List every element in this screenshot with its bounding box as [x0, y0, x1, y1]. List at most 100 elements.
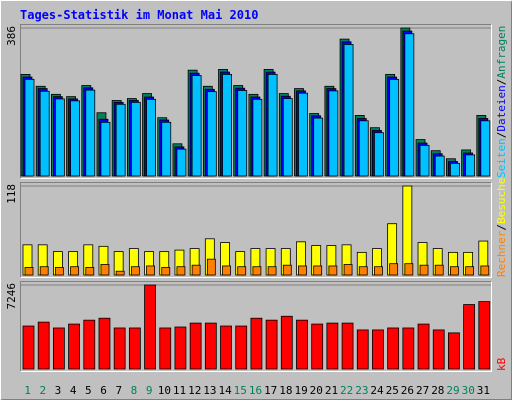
- x-tick-label: 26: [401, 384, 414, 397]
- y-tick-label: 386: [5, 26, 18, 46]
- legend: Seiten/Dateien/Anfragen: [495, 26, 508, 178]
- bar: [326, 322, 339, 370]
- bar: [174, 326, 187, 370]
- bar: [206, 258, 216, 276]
- bar: [358, 266, 368, 276]
- x-tick-label: 18: [279, 384, 292, 397]
- bar: [204, 322, 217, 370]
- bar: [282, 98, 293, 177]
- x-tick-label: 24: [370, 384, 384, 397]
- x-tick-label: 25: [386, 384, 399, 397]
- bar: [404, 33, 415, 177]
- x-tick-label: 14: [218, 384, 232, 397]
- bar: [432, 329, 445, 370]
- x-tick-label: 9: [146, 384, 153, 397]
- bar: [130, 101, 141, 177]
- bar: [387, 327, 400, 370]
- bar: [313, 265, 323, 276]
- panel-bevel: [20, 182, 492, 278]
- bar: [176, 266, 186, 276]
- bar: [358, 120, 369, 177]
- bar: [389, 263, 399, 276]
- bar: [480, 265, 490, 276]
- bar: [356, 329, 369, 370]
- y-tick-label: 118: [5, 184, 18, 204]
- bar: [191, 75, 202, 177]
- bar: [113, 327, 126, 370]
- bar: [52, 327, 65, 370]
- bar: [85, 89, 96, 177]
- legend-entry: kB: [495, 357, 508, 371]
- bar: [419, 144, 430, 177]
- x-tick-label: 3: [55, 384, 62, 397]
- bar: [419, 264, 429, 276]
- bar: [465, 154, 476, 177]
- x-tick-label: 28: [431, 384, 444, 397]
- bar: [341, 322, 354, 370]
- bar: [54, 267, 64, 276]
- bar: [372, 329, 384, 370]
- bar: [478, 301, 491, 370]
- panel-bevel: [20, 24, 492, 179]
- x-tick-label: 7: [115, 384, 122, 397]
- bar: [39, 90, 50, 177]
- bar: [54, 98, 65, 177]
- legend: kB: [495, 357, 508, 371]
- bar: [343, 264, 353, 276]
- bar: [235, 325, 248, 370]
- x-tick-label: 30: [462, 384, 475, 397]
- bar: [189, 322, 202, 370]
- bar: [252, 98, 263, 177]
- chart-title: Tages-Statistik im Monat Mai 2010: [20, 8, 258, 22]
- bar: [237, 266, 247, 276]
- bar: [267, 73, 278, 177]
- bar: [70, 100, 80, 177]
- bar: [450, 162, 460, 177]
- bar: [252, 266, 262, 276]
- bar: [24, 267, 34, 276]
- bar: [328, 90, 339, 177]
- y-tick-label: 7246: [5, 283, 18, 310]
- x-tick-label: 2: [39, 384, 46, 397]
- bar: [298, 265, 307, 276]
- bar: [220, 325, 232, 370]
- bar: [191, 264, 201, 276]
- bar: [267, 266, 277, 276]
- x-tick-label: 1: [24, 384, 31, 397]
- bar: [434, 264, 444, 276]
- bar: [130, 266, 140, 276]
- bar: [313, 117, 324, 177]
- bar: [417, 323, 430, 370]
- bar: [465, 266, 475, 276]
- bar: [402, 327, 415, 370]
- x-tick-label: 17: [264, 384, 277, 397]
- bar: [146, 265, 155, 276]
- legend-entry: Seiten: [495, 138, 508, 178]
- bar: [402, 185, 413, 276]
- bar: [115, 103, 126, 177]
- bar: [100, 121, 111, 177]
- x-tick-label: 5: [85, 384, 92, 397]
- x-tick-label: 6: [100, 384, 107, 397]
- x-tick-label: 8: [131, 384, 138, 397]
- bar: [24, 78, 35, 177]
- x-tick-label: 23: [355, 384, 368, 397]
- legend-entry: Besuche: [495, 178, 508, 224]
- x-tick-label: 4: [70, 384, 77, 397]
- bar: [161, 267, 171, 276]
- bar: [70, 266, 79, 276]
- bar: [282, 264, 292, 276]
- x-tick-label: 27: [416, 384, 429, 397]
- bar: [311, 323, 324, 370]
- bar: [298, 92, 308, 177]
- panel-bevel: [20, 281, 492, 372]
- x-tick-label: 16: [249, 384, 262, 397]
- bar: [22, 325, 35, 370]
- bar: [146, 98, 156, 177]
- legend-separator: /: [495, 132, 508, 139]
- x-tick-label: 22: [340, 384, 353, 397]
- bar: [280, 315, 293, 370]
- bar: [404, 263, 414, 276]
